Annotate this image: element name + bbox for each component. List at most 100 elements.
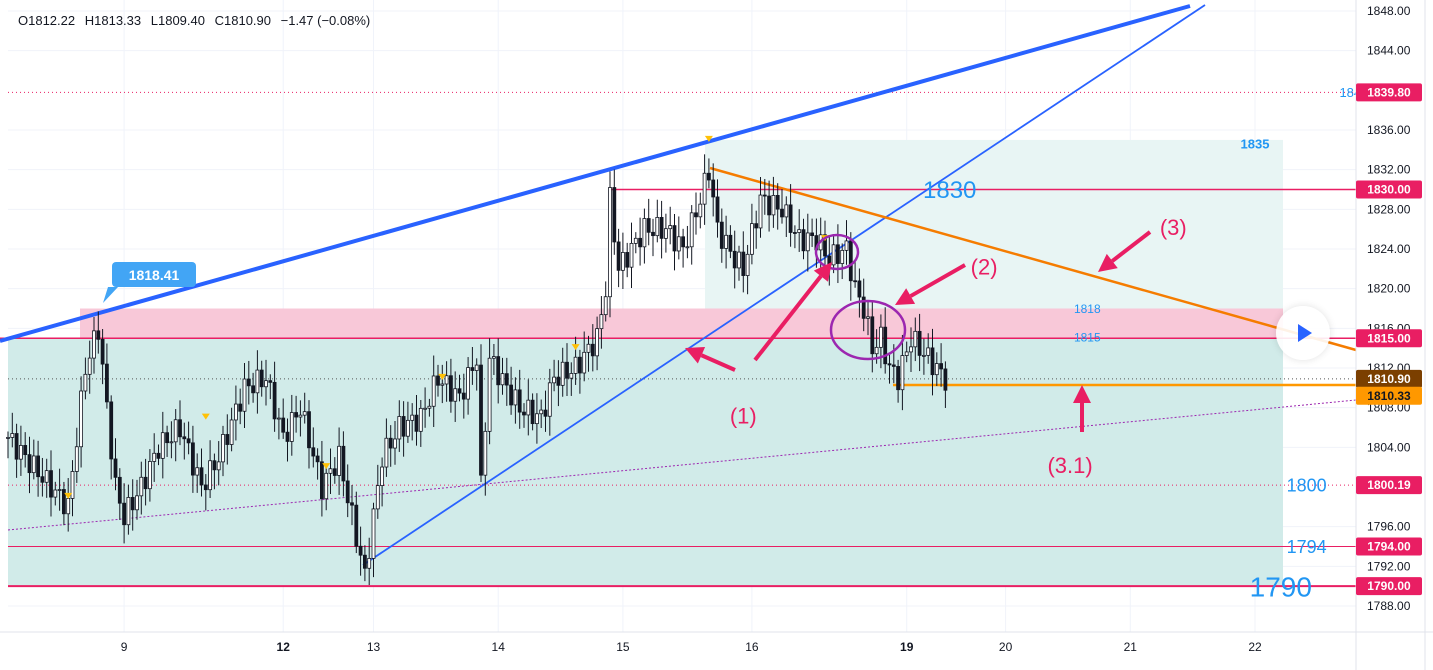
candle-body — [216, 461, 221, 471]
candle-body — [341, 445, 346, 482]
candle-body — [195, 467, 200, 476]
price-label: 1815.00 — [1367, 331, 1411, 345]
candle-body — [414, 414, 419, 432]
candle-body — [491, 356, 496, 359]
price-label: 1810.33 — [1367, 389, 1411, 403]
x-tick-label: 16 — [745, 640, 759, 654]
play-button[interactable] — [1276, 306, 1330, 360]
candle-body — [668, 225, 673, 230]
candle-body — [500, 373, 505, 386]
candle-body — [526, 399, 531, 416]
candle-body — [750, 223, 754, 255]
candle-body — [689, 212, 694, 248]
candle-body — [345, 480, 350, 504]
candle-body — [737, 251, 741, 269]
candle-body — [31, 455, 36, 474]
candle-body — [844, 240, 849, 251]
candle-body — [655, 217, 660, 237]
y-tick-label: 1832.00 — [1367, 163, 1411, 177]
y-tick-label: 1828.00 — [1367, 202, 1411, 216]
x-tick-label: 14 — [492, 640, 506, 654]
candle-body — [113, 458, 118, 478]
candle-body — [135, 495, 139, 511]
candle-body — [298, 414, 303, 418]
high-value: H1813.33 — [84, 13, 142, 28]
candle-body — [891, 364, 896, 367]
highlight-ellipse — [814, 233, 860, 271]
level-annotation: 1800 — [1287, 476, 1327, 496]
candle-body — [642, 218, 647, 248]
x-tick-label: 13 — [367, 640, 381, 654]
candle-body — [595, 328, 599, 357]
candle-body — [629, 242, 634, 268]
wave-label: (2) — [971, 255, 998, 280]
candle-body — [388, 437, 393, 449]
arrow-head-icon — [895, 288, 916, 305]
candle-body — [139, 476, 144, 497]
level-annotation: 1794 — [1287, 537, 1327, 557]
candle-body — [251, 385, 256, 394]
candle-body — [57, 489, 62, 491]
candle-body — [66, 498, 71, 515]
candle-body — [612, 187, 617, 243]
y-tick-label: 1792.00 — [1367, 559, 1411, 573]
candle-body — [397, 416, 402, 440]
candle-body — [100, 338, 105, 365]
candle-body — [702, 172, 707, 205]
candle-body — [672, 225, 677, 252]
candle-body — [496, 356, 501, 386]
candle-body — [741, 251, 746, 276]
price-label-badge — [1356, 83, 1422, 102]
candle-body — [23, 445, 28, 456]
upper-channel-line — [0, 4, 1191, 343]
candle-body — [517, 389, 522, 413]
wave-label: (3.1) — [1047, 453, 1092, 478]
candle-body — [754, 223, 759, 229]
candle-body — [156, 452, 161, 459]
target-zone-upper — [705, 139, 1283, 309]
candle-body — [276, 417, 281, 420]
candle-body — [178, 419, 182, 438]
candle-body — [259, 369, 264, 388]
candle-body — [651, 231, 655, 237]
candle-body — [431, 375, 436, 407]
candle-body — [578, 356, 582, 374]
callout-text: 1818.41 — [129, 267, 180, 283]
candle-body — [371, 508, 376, 559]
arrow-head-icon — [685, 347, 706, 364]
candle-body — [448, 375, 453, 402]
candle-body — [805, 232, 810, 252]
signal-marker — [438, 373, 447, 380]
candle-body — [40, 476, 45, 483]
price-label: 1800.19 — [1367, 478, 1411, 492]
price-label-badge — [1356, 329, 1422, 348]
candle-body — [599, 314, 604, 330]
candle-body — [694, 212, 698, 218]
signal-marker — [322, 463, 331, 470]
candle-body — [909, 346, 913, 353]
candle-body — [302, 411, 307, 416]
open-value: O1812.22 — [18, 13, 76, 28]
candle-body — [14, 433, 19, 460]
candle-body — [246, 378, 251, 387]
candle-body — [836, 244, 840, 264]
candle-body — [461, 392, 466, 400]
candle-body — [616, 241, 621, 271]
ohlc-legend: O1812.22 H1813.33 L1809.40 C1810.90 −1.4… — [18, 13, 376, 28]
candle-body — [332, 468, 337, 476]
candle-body — [857, 280, 862, 298]
y-tick-label: 1820.00 — [1367, 282, 1411, 296]
candle-body — [272, 381, 277, 420]
candle-body — [715, 196, 720, 223]
price-callout — [112, 262, 196, 287]
candle-body — [771, 195, 776, 216]
candle-body — [758, 194, 763, 229]
candle-body — [62, 489, 66, 515]
low-value: L1809.40 — [150, 13, 205, 28]
candle-body — [130, 497, 135, 511]
y-tick-label: 1844.00 — [1367, 44, 1411, 58]
y-tick-label: 1848.00 — [1367, 4, 1411, 18]
x-tick-label: 20 — [999, 640, 1013, 654]
change-value: −1.47 (−0.08%) — [280, 13, 371, 28]
